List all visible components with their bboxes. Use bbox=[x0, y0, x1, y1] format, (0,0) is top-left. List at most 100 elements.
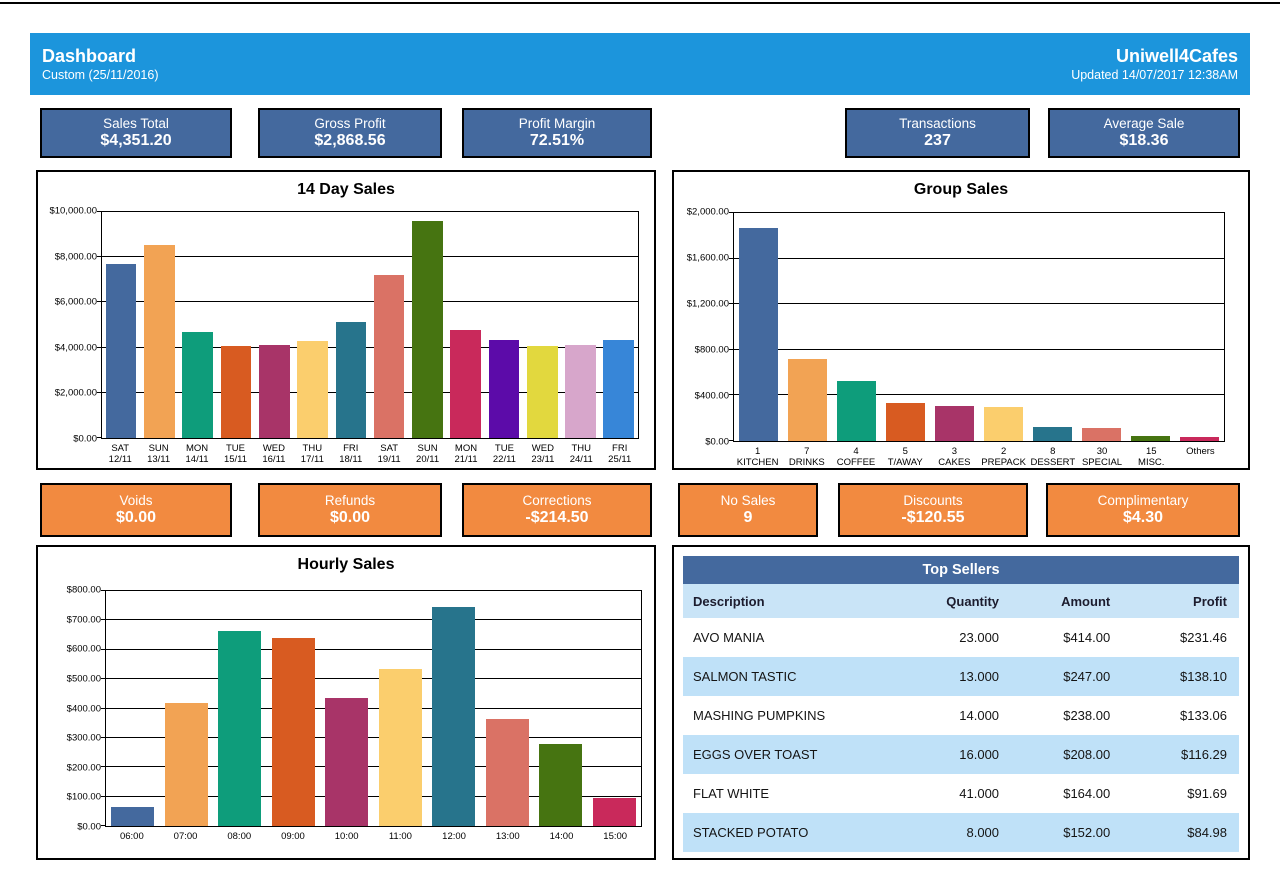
x-tick-line: 20/11 bbox=[416, 454, 440, 465]
y-tick-label: $8,000.00 bbox=[54, 251, 97, 263]
kpi-value: $0.00 bbox=[329, 509, 371, 526]
x-tick-line: 30 bbox=[1096, 446, 1108, 457]
gridline bbox=[102, 211, 638, 212]
chart-title: Group Sales bbox=[913, 181, 1009, 198]
y-tick-label: $2,000.00 bbox=[686, 206, 729, 218]
x-tick-line: MISC. bbox=[1138, 457, 1165, 468]
report-range: Custom (25/11/2016) bbox=[42, 68, 159, 82]
bar bbox=[983, 406, 1024, 441]
bar-slot bbox=[374, 591, 428, 826]
bar bbox=[450, 329, 481, 438]
kpi-card: No Sales 9 bbox=[678, 483, 818, 537]
bar bbox=[1130, 436, 1171, 441]
bar-slot bbox=[588, 591, 642, 826]
bar-slot bbox=[427, 591, 481, 826]
x-tick-line: 19/11 bbox=[377, 454, 401, 465]
x-tick-line: 14/11 bbox=[185, 454, 209, 465]
bar bbox=[1081, 428, 1122, 441]
kpi-card: Corrections -$214.50 bbox=[462, 483, 652, 537]
x-tick-label: MON 14/11 bbox=[178, 443, 216, 465]
x-tick-line: 16/11 bbox=[262, 454, 286, 465]
x-tick-label: 5 T/AWAY bbox=[881, 446, 930, 468]
table-cell: $84.98 bbox=[1122, 813, 1239, 852]
gridline bbox=[106, 648, 641, 650]
kpi-label: Gross Profit bbox=[314, 116, 386, 131]
kpi-value: $0.00 bbox=[115, 509, 157, 526]
gridline bbox=[734, 303, 1224, 305]
bar-slot bbox=[979, 213, 1028, 441]
x-tick-line: 08:00 bbox=[227, 831, 252, 842]
top-sellers-table-wrap: Top Sellers Description Quantity Amount Pro… bbox=[683, 556, 1239, 852]
axis-tick bbox=[97, 437, 102, 438]
header-right: Uniwell4Cafes Updated 14/07/2017 12:38AM bbox=[1071, 45, 1238, 83]
bar-slot bbox=[332, 212, 370, 438]
x-tick-label: THU 17/11 bbox=[293, 443, 331, 465]
bar-slot bbox=[447, 212, 485, 438]
table-cell: 14.000 bbox=[959, 708, 1000, 723]
x-tick-label: TUE 22/11 bbox=[485, 443, 523, 465]
header-left: Dashboard Custom (25/11/2016) bbox=[42, 45, 159, 83]
bar-slot bbox=[255, 212, 293, 438]
x-tick-line: Others bbox=[1186, 446, 1215, 457]
bar-slot bbox=[832, 213, 881, 441]
axis-tick bbox=[97, 346, 102, 348]
table-cell: $164.00 bbox=[1063, 786, 1111, 801]
table-row: SALMON TASTIC 13.000 $247.00 $138.10 bbox=[683, 657, 1239, 696]
kpi-label: No Sales bbox=[720, 493, 776, 508]
kpi-card: Gross Profit $2,868.56 bbox=[258, 108, 442, 158]
table-cell: 16.000 bbox=[905, 735, 1012, 774]
kpi-label: Discounts bbox=[903, 493, 963, 508]
bar bbox=[258, 345, 290, 438]
table-cell: STACKED POTATO bbox=[683, 813, 906, 852]
chart-group-sales: Group Sales $0.00 $400.00 $800.00 $1,200.00… bbox=[672, 170, 1250, 470]
x-tick-label: 2 PREPACK bbox=[979, 446, 1028, 468]
kpi-value: $18.36 bbox=[1119, 132, 1169, 149]
gridline bbox=[106, 590, 641, 591]
x-tick-label: 08:00 bbox=[212, 831, 266, 842]
bar bbox=[412, 221, 443, 438]
bar bbox=[220, 346, 252, 438]
table-cell: 41.000 bbox=[959, 786, 1000, 801]
axis-tick bbox=[101, 825, 106, 826]
gridline bbox=[102, 346, 638, 348]
x-tick-line: WED bbox=[531, 443, 554, 454]
x-tick-line: 12/11 bbox=[108, 454, 132, 465]
table-column-header: Amount bbox=[1011, 584, 1123, 618]
x-tick-line: 07:00 bbox=[173, 831, 198, 842]
table-cell: $414.00 bbox=[1063, 630, 1111, 645]
x-tick-line: 17/11 bbox=[300, 454, 324, 465]
x-axis-labels: 06:00 07:00 08:00 09:00 10:00 11:00 12:00 13:00… bbox=[105, 831, 642, 842]
x-tick-label: Others bbox=[1176, 446, 1225, 468]
x-tick-label: SAT 12/11 bbox=[101, 443, 139, 465]
bar-slot bbox=[370, 212, 408, 438]
kpi-card: Profit Margin 72.51% bbox=[462, 108, 652, 158]
kpi-row-adjustments: Voids $0.00 Refunds $0.00 Corrections -$214.5… bbox=[0, 483, 1280, 537]
x-tick-line: 8 bbox=[1050, 446, 1056, 457]
x-tick-line: 21/11 bbox=[454, 454, 478, 465]
x-tick-line: COFFEE bbox=[836, 457, 876, 468]
x-axis-labels: SAT 12/11 SUN 13/11 MON 14/11 TUE 15/11 WED 16/11… bbox=[101, 443, 639, 465]
x-tick-line: 13:00 bbox=[495, 831, 520, 842]
x-tick-label: 13:00 bbox=[481, 831, 535, 842]
x-tick-line: 18/11 bbox=[339, 454, 363, 465]
x-tick-line: THU bbox=[302, 443, 323, 454]
x-tick-label: MON 21/11 bbox=[447, 443, 485, 465]
axis-tick bbox=[97, 256, 102, 258]
y-tick-label: $200.00 bbox=[66, 762, 101, 774]
axis-tick bbox=[101, 736, 106, 738]
x-tick-label: FRI 25/11 bbox=[600, 443, 638, 465]
y-tick-label: $1,200.00 bbox=[686, 298, 729, 310]
table-column-header: Description bbox=[683, 584, 906, 618]
bar-slot bbox=[534, 591, 588, 826]
gridline bbox=[106, 619, 641, 621]
bar-slot bbox=[600, 212, 638, 438]
bar bbox=[144, 244, 175, 438]
bar-slot bbox=[160, 591, 214, 826]
table-cell: EGGS OVER TOAST bbox=[683, 735, 906, 774]
table-cell: $247.00 bbox=[1011, 657, 1123, 696]
kpi-label: Corrections bbox=[522, 493, 592, 508]
kpi-value: -$120.55 bbox=[901, 509, 965, 526]
table-cell: $133.06 bbox=[1180, 708, 1227, 723]
bar bbox=[1032, 426, 1073, 441]
bar-slot bbox=[1175, 213, 1224, 441]
